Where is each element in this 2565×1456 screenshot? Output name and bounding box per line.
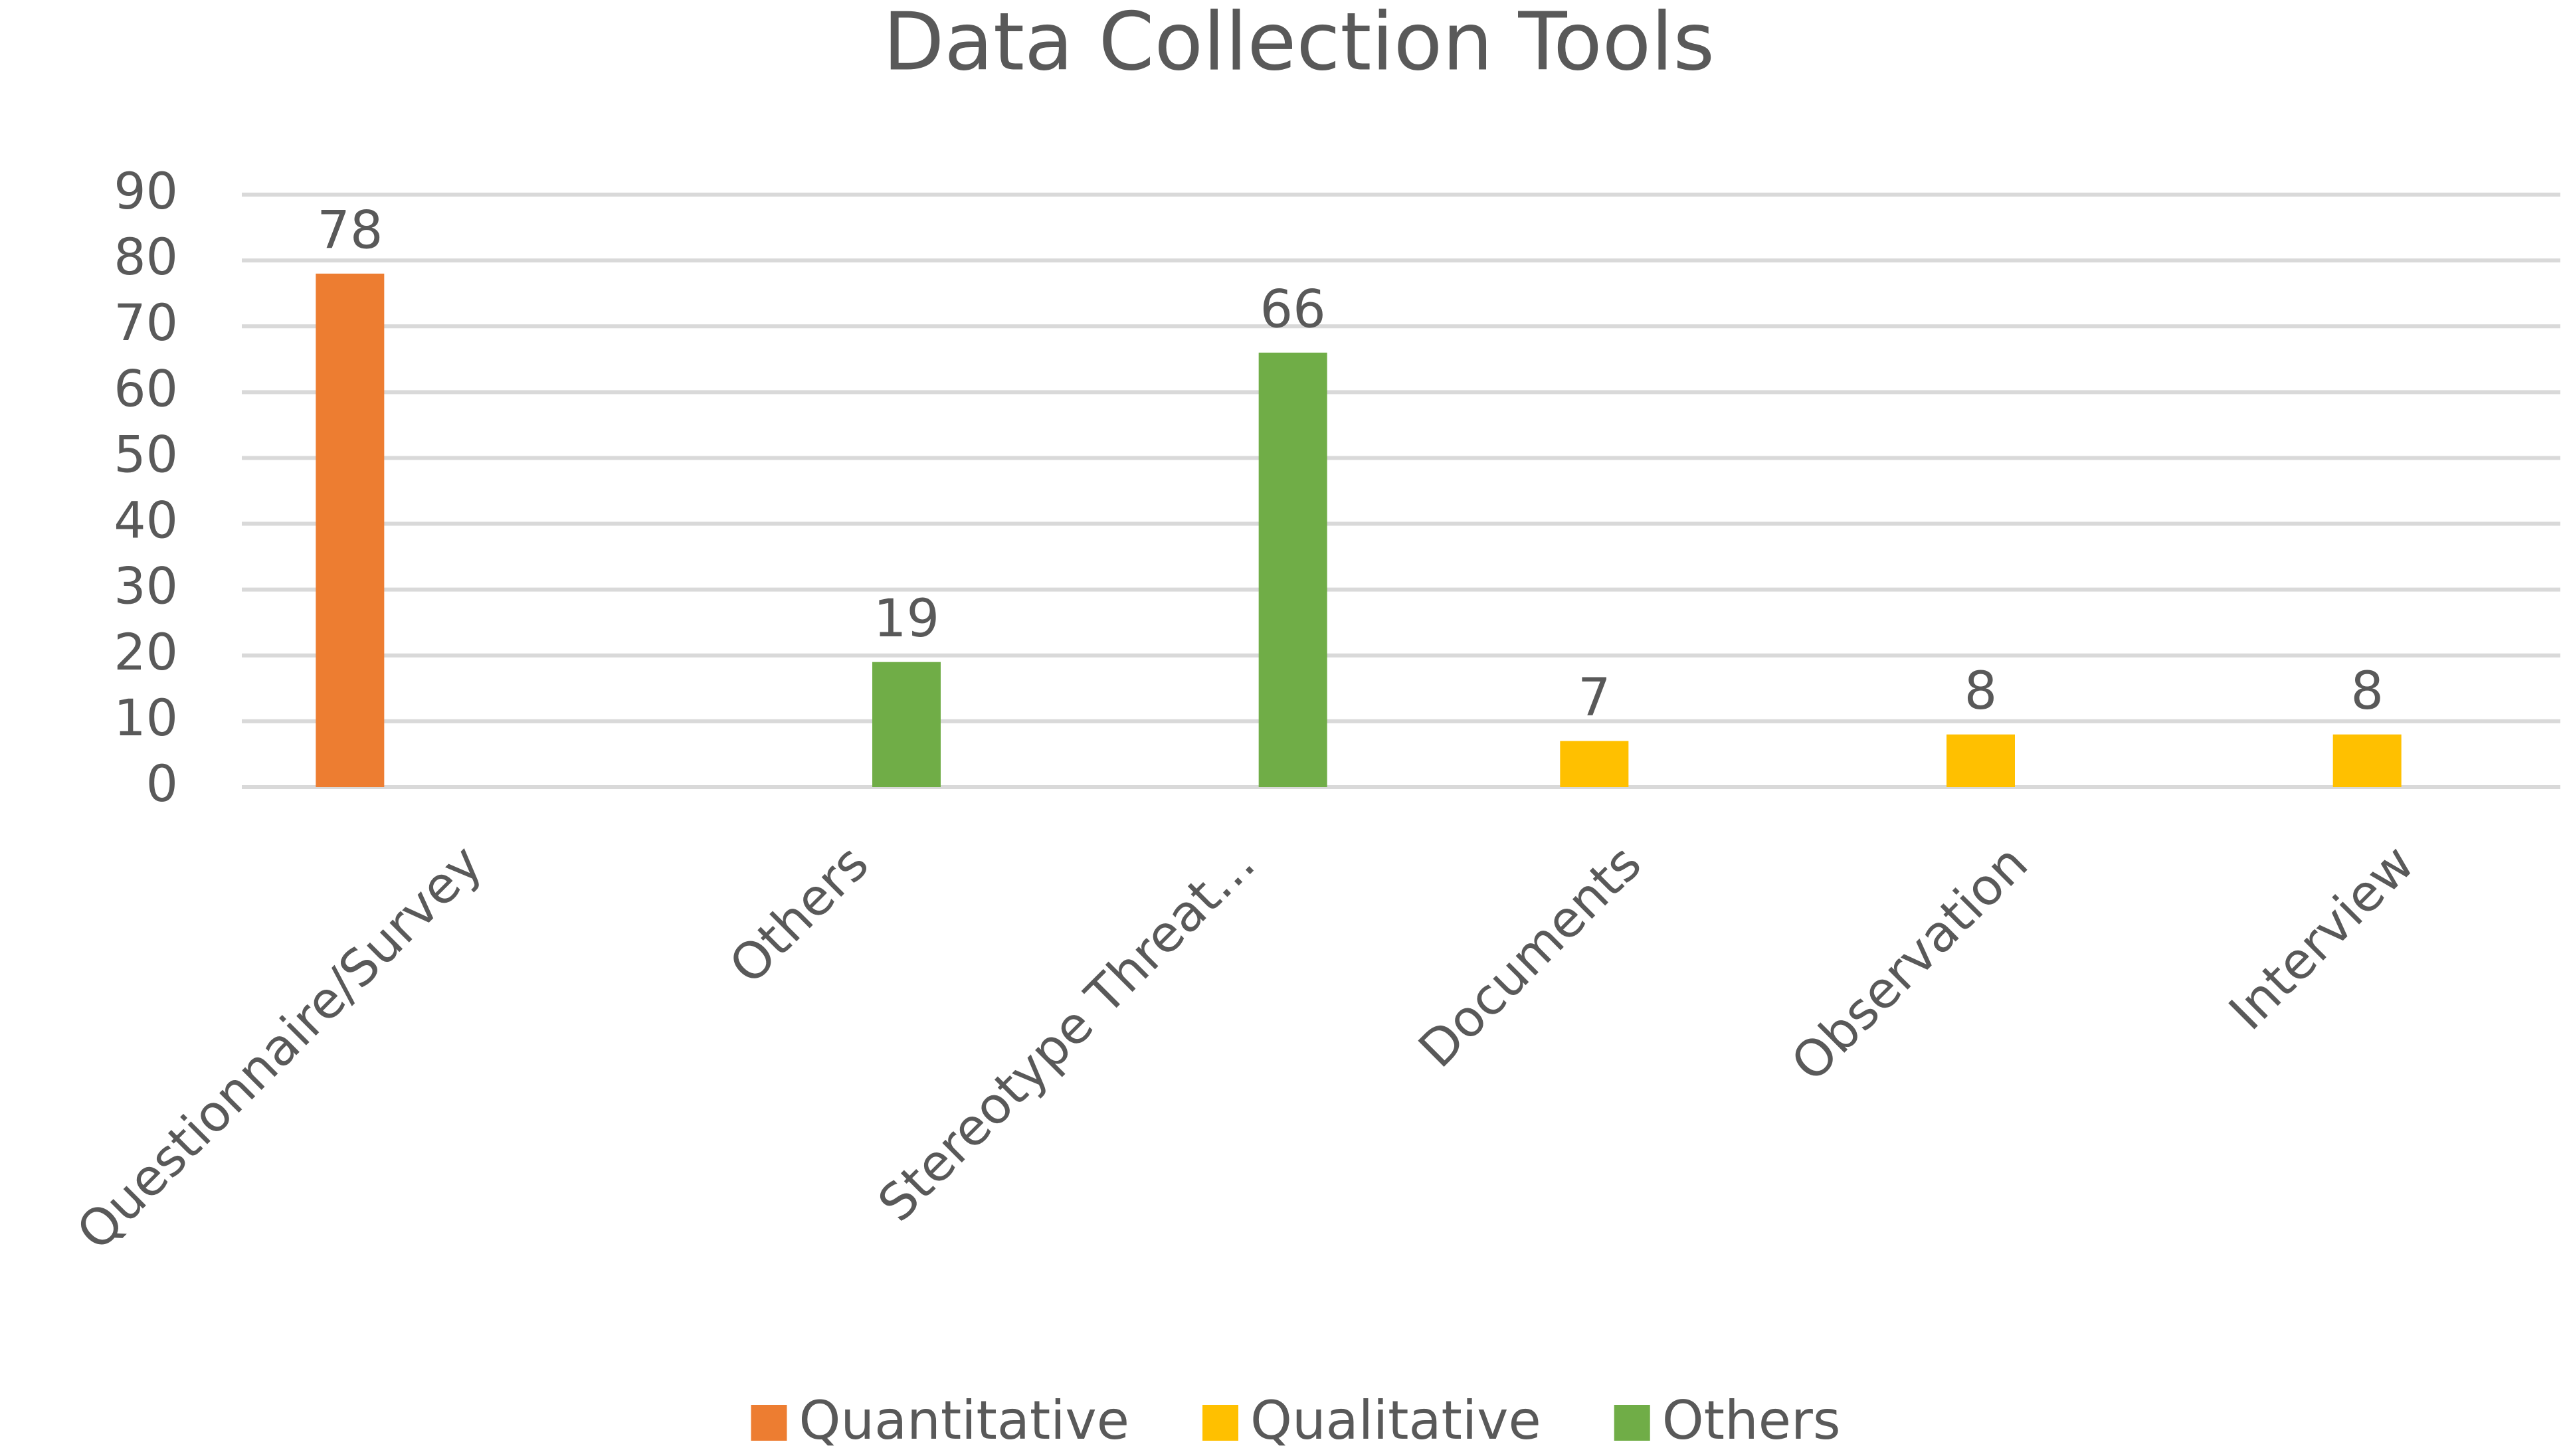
y-tick-label: 50 (114, 424, 178, 484)
y-tick-label: 40 (114, 491, 178, 550)
bar (316, 273, 385, 787)
data-label: 19 (874, 589, 939, 649)
legend-swatch (1202, 1405, 1239, 1441)
legend-swatch (751, 1405, 787, 1441)
data-label: 8 (1964, 662, 1998, 721)
y-tick-label: 70 (114, 293, 178, 352)
y-tick-label: 90 (114, 161, 178, 221)
y-tick-label: 30 (114, 557, 178, 616)
legend-label: Qualitative (1250, 1390, 1541, 1451)
legend: Quantitative Qualitative Others (751, 1390, 1841, 1451)
bar (1560, 741, 1629, 787)
data-label: 7 (1578, 668, 1611, 728)
x-tick-label: Others (718, 834, 880, 996)
legend-swatch (1614, 1405, 1650, 1441)
bar (872, 662, 941, 787)
y-tick-label: 20 (114, 622, 178, 682)
data-label: 78 (317, 201, 383, 260)
chart-title: Data Collection Tools (883, 0, 1715, 89)
legend-label: Others (1662, 1390, 1841, 1451)
x-tick-label: Observation (1780, 834, 2039, 1093)
x-tick-label: Interview (2218, 834, 2425, 1042)
legend-label: Quantitative (799, 1390, 1129, 1451)
bar (2332, 734, 2402, 787)
y-tick-label: 80 (114, 227, 178, 286)
bar (1947, 734, 2015, 787)
data-label: 8 (2350, 662, 2384, 721)
bar (1258, 352, 1327, 787)
x-tick-label: Documents (1407, 834, 1652, 1079)
data-label: 66 (1260, 280, 1326, 339)
x-tick-label: Questionnaire/Survey (65, 834, 493, 1261)
y-tick-label: 60 (114, 359, 178, 418)
y-tick-label: 10 (114, 688, 178, 747)
y-tick-label: 0 (146, 754, 178, 813)
x-tick-label: Stereotype Threat... (866, 834, 1266, 1233)
